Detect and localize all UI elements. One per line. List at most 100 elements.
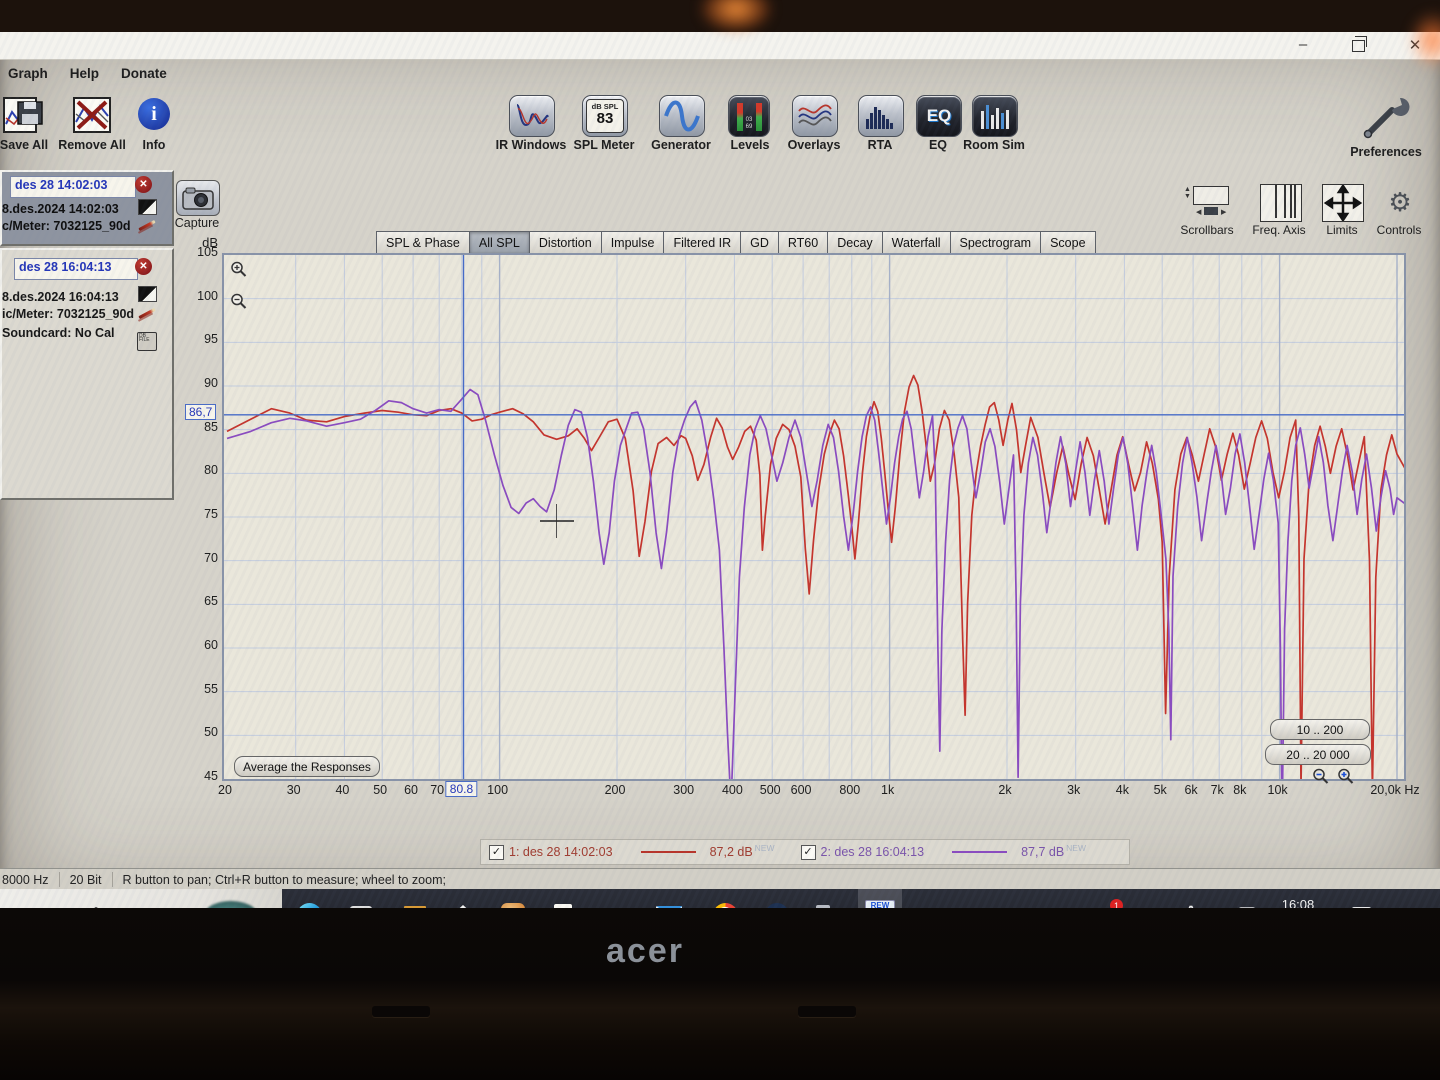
y-tick-105: 105	[197, 245, 218, 259]
edge-icon[interactable]	[296, 902, 322, 908]
measurement-1-thumbnail-icon[interactable]	[138, 199, 157, 215]
status-bar: 8000 Hz 20 Bit R button to pan; Ctrl+R b…	[0, 868, 1440, 890]
temperature-readout: 3°C	[1134, 906, 1158, 908]
display-sync-icon[interactable]	[1234, 902, 1260, 908]
controls-button[interactable]: ⚙	[1384, 184, 1416, 220]
measurement-2-title-field[interactable]: des 28 16:04:13	[14, 258, 138, 280]
notification-center-icon[interactable]	[1348, 902, 1374, 908]
transfer-app-icon[interactable]	[814, 902, 840, 908]
legend-2-label: 2: des 28 16:04:13	[820, 845, 925, 859]
weather-icon[interactable]: ☁1	[1096, 899, 1123, 908]
camera-icon	[182, 187, 214, 210]
remove-all-button[interactable]	[70, 94, 114, 136]
measurement-2-thumbnail-icon[interactable]	[138, 286, 157, 302]
measurement-2-soundcard: Soundcard: No Cal	[2, 326, 115, 340]
legend-1-checkbox[interactable]: ✓	[489, 844, 504, 860]
tray-clock[interactable]: 16:08 28.12.2024	[1258, 896, 1338, 908]
store-icon[interactable]	[348, 902, 374, 908]
measurement-panel-2[interactable]: des 28 16:04:13 ✕ 8.des.2024 16:04:13 ic…	[0, 248, 174, 500]
gear-icon: ⚙	[1388, 186, 1412, 217]
chrome-icon[interactable]	[712, 902, 738, 908]
range-10-200-button[interactable]: 10 .. 200	[1270, 719, 1370, 740]
tab-spl-phase[interactable]: SPL & Phase	[376, 231, 470, 254]
measurement-2-delete-button[interactable]: ✕	[135, 258, 152, 275]
lamp-glare-top	[700, 0, 772, 32]
x-tick-6000: 6k	[1184, 783, 1198, 797]
tab-all-spl[interactable]: All SPL	[469, 231, 530, 254]
limits-icon	[1323, 183, 1363, 223]
tab-rt60[interactable]: RT60	[778, 231, 829, 254]
spl-plot-area[interactable]: Average the Responses 10 .. 200 20 .. 20…	[222, 253, 1406, 784]
zoom-out-x-icon[interactable]	[1312, 768, 1329, 785]
generator-button[interactable]	[659, 95, 705, 137]
measurement-1-trace-color-icon[interactable]	[138, 219, 156, 232]
tab-spectrogram[interactable]: Spectrogram	[950, 231, 1042, 254]
spl-meter-button[interactable]: dB SPL 83	[582, 95, 628, 137]
menu-donate[interactable]: Donate	[121, 65, 167, 81]
menu-graph[interactable]: Graph	[8, 65, 48, 81]
file-explorer-icon[interactable]	[402, 902, 428, 908]
x-tick-200: 200	[604, 783, 626, 797]
info-button[interactable]: i	[138, 98, 170, 130]
close-button[interactable]: ✕	[1408, 37, 1422, 54]
mouse-crosshair-v	[555, 504, 558, 539]
capture-button[interactable]	[176, 180, 220, 216]
measurement-2-mic: ic/Meter: 7032125_90d	[2, 307, 135, 321]
measurement-panel-1[interactable]: des 28 14:02:03 ✕ 8.des.2024 14:02:03 c/…	[0, 170, 174, 246]
save-all-button[interactable]	[2, 94, 46, 136]
tray-time: 16:08	[1281, 897, 1315, 908]
limits-button[interactable]	[1322, 183, 1364, 223]
preferences-button[interactable]	[1358, 90, 1414, 140]
tab-gd[interactable]: GD	[741, 231, 779, 254]
tab-waterfall[interactable]: Waterfall	[882, 231, 951, 254]
scrollbars-button[interactable]: ▲ ▼ ◀ ▶	[1184, 184, 1232, 222]
y-axis-ticks: 105 100 95 90 85 80 75 70 65 60 55 50 45	[178, 245, 218, 783]
rew-taskbar-icon[interactable]: REW	[858, 889, 902, 908]
room-sim-icon	[981, 105, 1009, 129]
measurement-1-delete-button[interactable]: ✕	[135, 176, 152, 193]
minimize-button[interactable]: –	[1298, 36, 1308, 53]
y-tick-70: 70	[204, 550, 218, 565]
overlays-button[interactable]	[792, 95, 838, 137]
x-tick-8000: 8k	[1233, 783, 1247, 797]
zoom-out-y-icon[interactable]	[230, 293, 247, 310]
levels-icon: 0369	[736, 101, 762, 131]
restore-button[interactable]	[1352, 36, 1367, 52]
taskbar-search-box[interactable]: Skriv her for å søke	[0, 889, 282, 908]
measurement-1-title-field[interactable]: des 28 14:02:03	[10, 176, 136, 198]
mail-icon[interactable]: 20	[656, 902, 682, 908]
battery-icon[interactable]	[1206, 902, 1232, 908]
tab-decay[interactable]: Decay	[828, 231, 883, 254]
tab-distortion[interactable]: Distortion	[529, 231, 602, 254]
legend-2-checkbox[interactable]: ✓	[800, 844, 816, 860]
bezel-foot-right	[798, 1006, 856, 1017]
zoom-in-y-icon[interactable]	[230, 261, 247, 278]
levels-button[interactable]: 0369	[728, 95, 770, 137]
menu-help[interactable]: Help	[69, 65, 100, 81]
tab-scope[interactable]: Scope	[1041, 231, 1096, 254]
room-sim-button[interactable]	[972, 95, 1018, 137]
tab-impulse[interactable]: Impulse	[601, 231, 665, 254]
x-tick-7000: 7k	[1210, 783, 1224, 797]
zoom-in-x-icon[interactable]	[1337, 768, 1354, 785]
freq-axis-button[interactable]	[1260, 184, 1302, 222]
home-icon[interactable]	[450, 902, 476, 908]
orange-app-icon[interactable]	[500, 902, 526, 908]
d-app-icon[interactable]: D	[764, 902, 790, 908]
notes-app-icon[interactable]	[550, 902, 576, 908]
weather-badge: 1	[1110, 899, 1123, 908]
average-responses-button[interactable]: Average the Responses	[234, 756, 380, 777]
range-20-20000-button[interactable]: 20 .. 20 000	[1265, 744, 1371, 765]
ir-windows-button[interactable]	[509, 95, 555, 137]
tab-filtered-ir[interactable]: Filtered IR	[664, 231, 742, 254]
x-tick-70: 70	[430, 783, 445, 797]
eq-button[interactable]: EQ	[916, 95, 962, 137]
freq-axis-label: Freq. Axis	[1252, 223, 1306, 237]
internet-explorer-icon[interactable]: e	[598, 901, 624, 909]
rta-button[interactable]	[858, 95, 904, 137]
acer-logo: acer	[606, 932, 684, 970]
measurement-2-save-icon[interactable]: DB FILE	[137, 332, 157, 351]
rta-label: RTA	[867, 138, 893, 152]
tray-chevron-icon[interactable]: ^	[1186, 902, 1196, 908]
measurement-2-trace-color-icon[interactable]	[138, 307, 156, 320]
